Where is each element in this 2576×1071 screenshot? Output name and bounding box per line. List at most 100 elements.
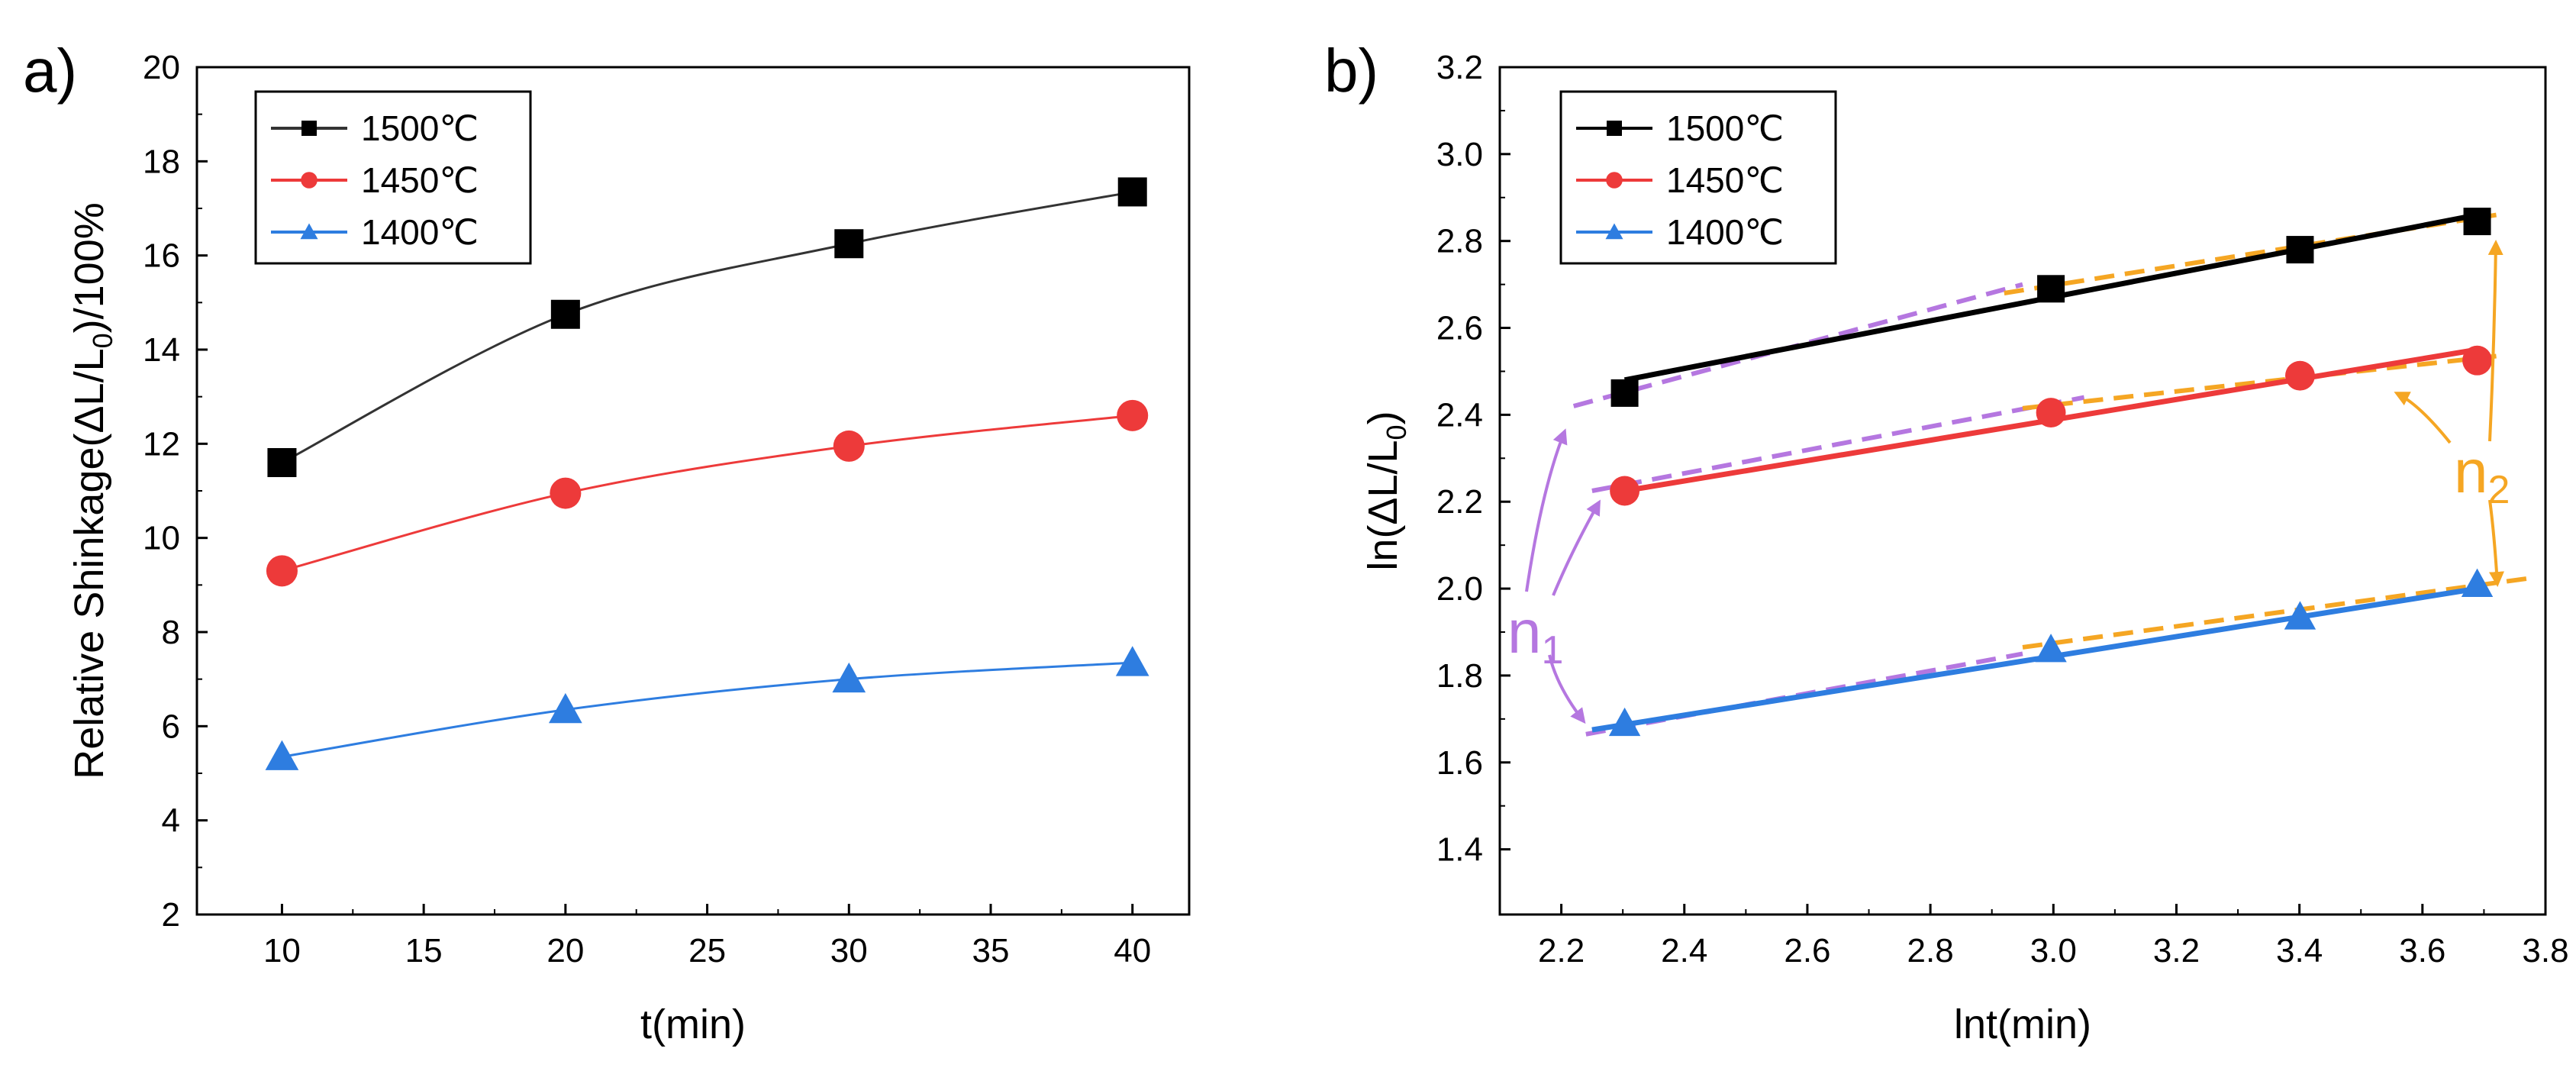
data-point [2037, 275, 2065, 303]
panel-b-x-tick-label: 2.8 [1907, 932, 1954, 969]
panel-b-y-tick-label: 3.2 [1436, 49, 1483, 86]
panel-b-legend-label: 1500℃ [1666, 108, 1784, 148]
panel-a-legend-label: 1450℃ [361, 160, 479, 200]
panel-a-y-tick-label: 2 [162, 896, 180, 934]
panel-b-annotations: n1 n2 [1507, 240, 2510, 724]
panel-b-y-tick-label: 1.8 [1436, 657, 1483, 695]
data-point [833, 430, 865, 462]
data-point [2463, 208, 2491, 236]
panel-a-x-tick-label: 20 [546, 932, 584, 969]
data-point [834, 229, 864, 259]
panel-a-series [265, 177, 1149, 770]
annotation-arrow [1552, 499, 1601, 596]
data-point [2284, 601, 2316, 630]
data-point [550, 299, 580, 329]
panel-b-x-tick-label: 3.0 [2030, 932, 2077, 969]
data-point [549, 692, 582, 724]
panel-b-legend-label: 1400℃ [1666, 212, 1784, 252]
data-point [266, 555, 298, 587]
n2-dashed-fit [2022, 575, 2534, 650]
panel-a-y-tick-label: 20 [143, 49, 180, 86]
panel-b-y-axis-title: ln(ΔL/L0) [1360, 411, 1412, 570]
panel-a-x-axis-title: t(min) [640, 1002, 746, 1047]
annotation-n1: n1 [1507, 598, 1563, 673]
panel-b-y-tick-label: 2.4 [1436, 396, 1483, 434]
annotation-arrow [1548, 654, 1586, 724]
panel-a-legend: 1500℃ 1450℃ 1400℃ [254, 90, 532, 265]
panel-b-x-tick-label: 2.4 [1661, 932, 1707, 969]
annotation-arrow [2487, 240, 2503, 442]
panel-b-y-tick-label: 2.8 [1436, 223, 1483, 260]
panel-a-x-tick-label: 35 [972, 932, 1010, 969]
data-point [2286, 236, 2314, 264]
panel-b-y-tick-label: 2.6 [1436, 310, 1483, 347]
annotation-arrow [1525, 428, 1568, 592]
data-point [1608, 707, 1641, 737]
panel-b-y-tick-label: 1.4 [1436, 831, 1483, 869]
panel-b-axes: 2.2 2.4 2.6 2.8 3.0 3.2 3.4 3.6 3.8 1.4 1.6 1.8 2.0 2… [1436, 49, 2569, 969]
data-point [832, 662, 866, 693]
panel-a-x-tick-label: 10 [263, 932, 301, 969]
data-point [550, 477, 582, 509]
panel-b-x-tick-label: 3.6 [2399, 932, 2445, 969]
panel-b-plot-frame [1498, 66, 2547, 916]
panel-a-x-tick-label: 30 [830, 932, 868, 969]
panel-a-y-tick-label: 6 [162, 708, 180, 745]
panel-b-x-tick-label: 3.4 [2276, 932, 2323, 969]
panel-a-label: a) [23, 37, 77, 105]
panel-a-y-axis-title: Relative Shinkage(ΔL/L0)/100% [66, 202, 118, 779]
panel-b-legend-marker [1606, 172, 1623, 189]
data-point [265, 740, 299, 770]
data-point [2036, 398, 2066, 427]
panel-b-x-tick-label: 3.2 [2153, 932, 2200, 969]
panel-a-y-tick-label: 16 [143, 237, 180, 275]
panel-a-x-tick-label: 40 [1114, 932, 1151, 969]
panel-b-x-tick-label: 2.2 [1538, 932, 1585, 969]
n2-dashed-fit [2022, 353, 2497, 411]
panel-b-y-tick-label: 1.6 [1436, 744, 1483, 782]
data-point [2461, 568, 2494, 597]
annotation-n2: n2 [2454, 437, 2510, 512]
data-point [1610, 379, 1639, 407]
panel-a-legend-label: 1400℃ [361, 212, 479, 252]
panel-b-legend-marker [1607, 121, 1622, 136]
data-point [267, 448, 297, 477]
panel-b-y-tick-label: 3.0 [1436, 136, 1483, 173]
panel-a-y-tick-label: 14 [143, 331, 180, 369]
panel-b-y-tick-label: 2.0 [1436, 570, 1483, 608]
annotation-arrow [2488, 499, 2504, 587]
panel-a-y-tick-label: 4 [162, 802, 180, 840]
panel-b-x-tick-label: 3.8 [2522, 932, 2568, 969]
panel-b-legend: 1500℃ 1450℃ 1400℃ [1559, 90, 1837, 265]
panel-a-legend-marker [301, 121, 317, 136]
panel-b-legend-label: 1450℃ [1666, 160, 1784, 200]
panel-b-label: b) [1324, 37, 1378, 105]
data-point [1117, 177, 1147, 207]
panel-a-legend-marker [300, 223, 318, 240]
panel-a-y-tick-label: 10 [143, 520, 180, 557]
series-line [282, 414, 1133, 573]
data-point [1610, 476, 1640, 506]
panel-a-axes: 10 15 20 25 30 35 40 2 4 6 8 10 12 14 16 18 20 [143, 49, 1151, 969]
panel-a-y-tick-label: 12 [143, 425, 180, 463]
data-point [1117, 399, 1149, 431]
panel-b-x-tick-label: 2.6 [1784, 932, 1830, 969]
panel-a-legend-marker [301, 172, 318, 189]
panel-a-x-tick-label: 15 [405, 932, 443, 969]
panel-a-x-tick-label: 25 [688, 932, 726, 969]
n1-dashed-fit [1591, 395, 2085, 493]
panel-b-series [1591, 208, 2494, 737]
annotation-arrow [2394, 392, 2452, 444]
series-line [282, 661, 1133, 758]
data-point [1115, 646, 1149, 676]
panel-a-legend-label: 1500℃ [361, 108, 479, 148]
panel-b-legend-marker [1605, 223, 1623, 240]
panel-b: b) 2.2 2.4 2.6 2.8 3.0 3.2 3.4 3.6 3.81.41.61.82… [1324, 37, 2569, 1047]
panel-a-y-tick-label: 18 [143, 143, 180, 180]
series-line [281, 190, 1133, 464]
data-point [2035, 634, 2067, 663]
panel-b-y-tick-label: 2.2 [1436, 483, 1483, 521]
fit-line [1591, 586, 2478, 733]
